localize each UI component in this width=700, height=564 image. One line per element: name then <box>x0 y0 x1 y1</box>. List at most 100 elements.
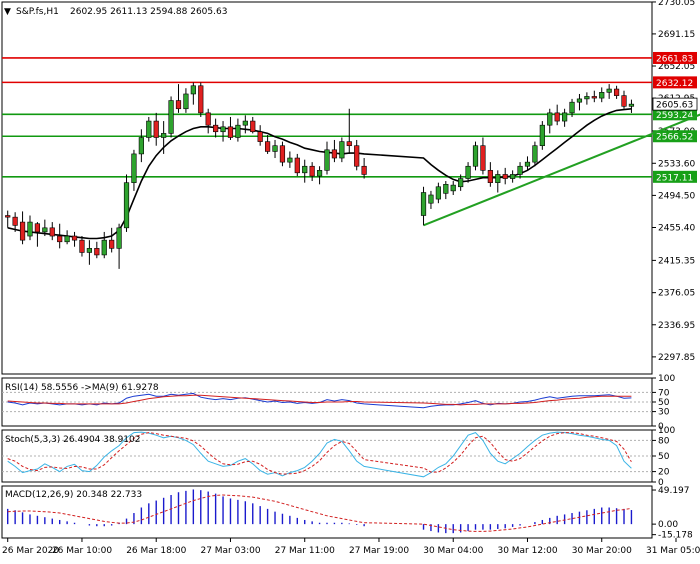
rsi-tick-label: 50 <box>658 398 670 408</box>
candle <box>116 223 122 269</box>
candle-body <box>480 145 486 171</box>
level-badge-label: 2661.83 <box>656 54 693 64</box>
stoch-tick-label: 80 <box>658 436 670 446</box>
candle <box>606 84 612 99</box>
candle-body <box>27 221 33 237</box>
candle <box>465 162 471 183</box>
candle <box>628 99 635 113</box>
candle-body <box>272 145 278 152</box>
candle-body <box>123 182 130 229</box>
candle <box>12 212 18 232</box>
price-pane: 2730.052691.152652.052612.952573.002533.… <box>1 0 700 375</box>
stoch-tick-label: 0 <box>658 478 664 488</box>
candle <box>480 137 486 175</box>
macd-tick-label: 49.197 <box>658 486 690 496</box>
candle <box>354 139 360 171</box>
candle <box>339 137 345 163</box>
candle-body <box>361 165 367 175</box>
candle <box>161 121 167 154</box>
time-tick-label: 26 Mar 10:00 <box>52 546 112 556</box>
macd-tick-label: 0.00 <box>658 520 678 530</box>
candle-body <box>547 112 553 126</box>
price-pane-frame <box>1 1 653 375</box>
candle <box>524 156 531 171</box>
candle-body <box>34 223 41 233</box>
candle <box>584 92 590 105</box>
candle-body <box>420 192 427 216</box>
level-badge <box>653 51 697 64</box>
candle <box>272 139 278 159</box>
candle <box>487 162 493 187</box>
time-tick-label: 31 Mar 05:00 <box>646 546 700 556</box>
stoch-tick-label: 100 <box>658 426 675 436</box>
candle <box>34 222 41 247</box>
candle-body <box>428 194 434 204</box>
candle-body <box>354 145 360 167</box>
candle <box>554 104 560 126</box>
level-badge <box>653 170 697 183</box>
macd-tick-label: -15.178 <box>658 531 693 541</box>
candle <box>131 149 137 191</box>
candle <box>49 222 55 241</box>
candle-body <box>264 141 271 152</box>
candle <box>502 167 508 185</box>
candle-body <box>287 157 293 163</box>
time-tick-label: 30 Mar 04:00 <box>423 546 483 556</box>
candle <box>123 174 130 232</box>
candle <box>235 118 241 142</box>
candle-body <box>279 145 286 163</box>
candle-body <box>495 174 501 183</box>
candle <box>257 125 263 146</box>
stoch-series-line <box>7 431 632 478</box>
level-badge-label: 2566.52 <box>656 133 693 143</box>
candle-body <box>599 92 605 99</box>
candle-body <box>242 120 248 126</box>
candle <box>101 231 107 259</box>
candle <box>57 223 63 249</box>
candle <box>458 174 464 191</box>
candle <box>420 186 427 226</box>
candle-body <box>64 235 70 243</box>
candle <box>621 90 627 109</box>
candle <box>175 84 182 113</box>
candle <box>27 215 33 241</box>
candle <box>443 181 449 200</box>
candle-body <box>309 165 315 177</box>
macd-pane: 49.197 0.00-15.178 <box>1 485 693 541</box>
candle-body <box>138 137 144 155</box>
candle <box>599 87 605 103</box>
candle-body <box>116 227 122 249</box>
candle <box>168 96 174 138</box>
moving-average-line <box>7 108 632 240</box>
candle-body <box>562 112 568 122</box>
candle-body <box>613 88 620 96</box>
price-tick-label: 2730.05 <box>658 0 695 8</box>
candle-body <box>12 216 18 226</box>
candle-body <box>302 165 308 174</box>
candle-body <box>331 149 338 159</box>
candle-body <box>339 141 345 159</box>
time-tick-label: 26 Mar 2020 <box>2 546 59 556</box>
candle <box>287 151 293 168</box>
candle-body <box>510 174 516 179</box>
candle-body <box>532 145 538 163</box>
candle <box>183 88 189 113</box>
trend-line <box>423 113 700 227</box>
candle-body <box>584 96 590 100</box>
candle-body <box>79 239 85 253</box>
candle <box>309 162 315 182</box>
candle <box>71 231 78 247</box>
candle-body <box>316 170 323 177</box>
candle <box>576 93 583 111</box>
candle <box>198 82 204 117</box>
candle-body <box>621 95 627 107</box>
candle <box>510 170 516 183</box>
price-tick-label: 2691.15 <box>658 30 695 40</box>
candle <box>294 153 300 177</box>
candle-body <box>346 141 352 147</box>
candle <box>220 121 226 142</box>
candle-body <box>109 239 115 249</box>
